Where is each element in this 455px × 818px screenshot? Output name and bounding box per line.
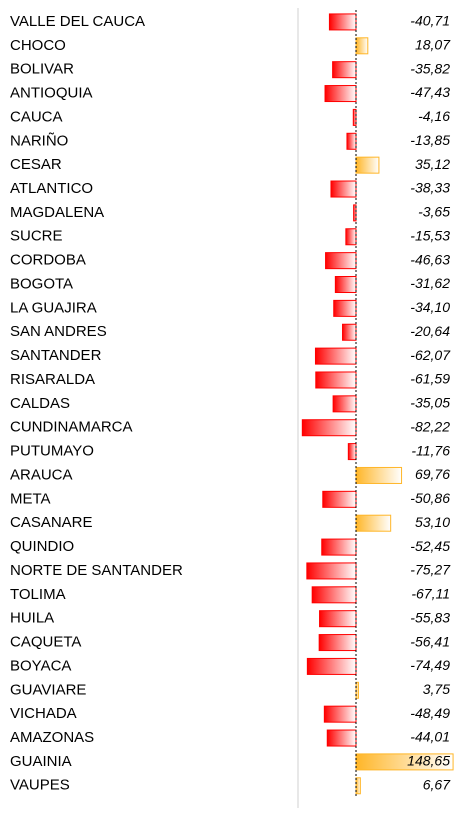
value-label: -13,85 — [410, 132, 450, 148]
row-label: NARIÑO — [10, 132, 68, 149]
value-label: -52,45 — [410, 538, 450, 554]
value-label: -44,01 — [410, 729, 450, 745]
row-label: CHOCO — [10, 37, 66, 54]
data-bar — [322, 490, 357, 508]
row-label: CORDOBA — [10, 252, 86, 269]
row-label: ATLANTICO — [10, 180, 93, 197]
value-label: -82,22 — [410, 418, 450, 434]
row-label: LA GUAJIRA — [10, 299, 97, 316]
row-label: GUAINIA — [10, 753, 72, 770]
value-label: -15,53 — [410, 227, 450, 243]
data-bar — [345, 228, 357, 246]
row-label: MAGDALENA — [10, 204, 104, 221]
row-label: GUAVIARE — [10, 681, 86, 698]
value-label: 6,67 — [423, 776, 451, 792]
row-label: META — [10, 490, 51, 507]
row-label: VAUPES — [10, 777, 70, 794]
data-bar — [355, 156, 380, 174]
value-label: -35,05 — [410, 395, 450, 411]
data-bar — [332, 61, 357, 79]
value-label: -55,83 — [410, 609, 450, 625]
data-bar — [334, 276, 357, 294]
data-bar — [352, 108, 357, 126]
data-bar — [347, 443, 357, 461]
row-label: SAN ANDRES — [10, 323, 107, 340]
value-label: -11,76 — [411, 442, 450, 458]
data-bar — [333, 299, 357, 317]
row-label: CAQUETA — [10, 634, 81, 651]
row-label: VICHADA — [10, 705, 77, 722]
data-bar — [332, 395, 357, 413]
data-bar — [346, 132, 357, 150]
value-label: -20,64 — [410, 323, 450, 339]
value-label: 148,65 — [407, 753, 450, 769]
value-label: -31,62 — [410, 275, 450, 291]
row-label: TOLIMA — [10, 586, 66, 603]
value-label: -48,49 — [410, 705, 450, 721]
row-label: BOLIVAR — [10, 61, 74, 78]
data-bar — [315, 371, 357, 389]
row-label: HUILA — [10, 610, 54, 627]
value-label: -35,82 — [410, 60, 450, 76]
row-label: CAUCA — [10, 108, 63, 125]
row-label: SUCRE — [10, 228, 63, 245]
row-label: ANTIOQUIA — [10, 85, 93, 102]
data-bar — [330, 180, 357, 198]
row-label: RISARALDA — [10, 371, 95, 388]
value-label: 35,12 — [415, 156, 450, 172]
row-label: CESAR — [10, 156, 62, 173]
row-label: BOYACA — [10, 657, 71, 674]
data-bar — [342, 323, 357, 341]
data-bar — [318, 634, 357, 652]
data-bar — [328, 13, 357, 31]
data-bar — [353, 204, 357, 222]
data-bar — [326, 729, 357, 747]
row-label: ARAUCA — [10, 466, 73, 483]
value-label: -4,16 — [418, 108, 450, 124]
value-label: -34,10 — [410, 299, 450, 315]
value-label: -74,49 — [410, 657, 450, 673]
data-bar — [324, 85, 357, 103]
data-bar — [314, 347, 357, 365]
row-label: PUTUMAYO — [10, 443, 94, 460]
row-label: CALDAS — [10, 395, 70, 412]
value-label: -50,86 — [410, 490, 450, 506]
data-bar — [355, 777, 361, 795]
data-bar — [319, 610, 357, 628]
row-label: QUINDIO — [10, 538, 74, 555]
row-label: SANTANDER — [10, 347, 102, 364]
value-label: 69,76 — [415, 466, 450, 482]
data-bar — [355, 37, 369, 55]
data-bar — [321, 538, 357, 556]
row-label: VALLE DEL CAUCA — [10, 13, 145, 30]
value-label: -3,65 — [418, 204, 450, 220]
value-label: -75,27 — [410, 562, 451, 578]
data-bar — [301, 419, 357, 437]
row-label: CUNDINAMARCA — [10, 419, 133, 436]
value-label: -56,41 — [410, 633, 450, 649]
data-bar — [306, 562, 357, 580]
value-label: -38,33 — [410, 180, 450, 196]
data-bar — [355, 466, 403, 484]
data-bar — [323, 705, 357, 723]
data-bar — [311, 586, 357, 604]
row-label: NORTE DE SANTANDER — [10, 562, 183, 579]
value-label: 3,75 — [423, 681, 450, 697]
value-label: -46,63 — [410, 251, 450, 267]
value-label: 53,10 — [415, 514, 450, 530]
data-bar — [325, 252, 357, 270]
value-label: -67,11 — [411, 586, 450, 602]
value-label: -47,43 — [410, 84, 450, 100]
row-label: CASANARE — [10, 514, 93, 531]
data-bar — [355, 753, 454, 771]
row-label: BOGOTA — [10, 275, 73, 292]
value-label: -40,71 — [410, 13, 450, 29]
data-bar — [355, 514, 392, 532]
value-label: 18,07 — [415, 37, 451, 53]
value-label: -61,59 — [410, 371, 450, 387]
data-bar — [306, 657, 357, 675]
row-label: AMAZONAS — [10, 729, 94, 746]
value-label: -62,07 — [410, 347, 451, 363]
